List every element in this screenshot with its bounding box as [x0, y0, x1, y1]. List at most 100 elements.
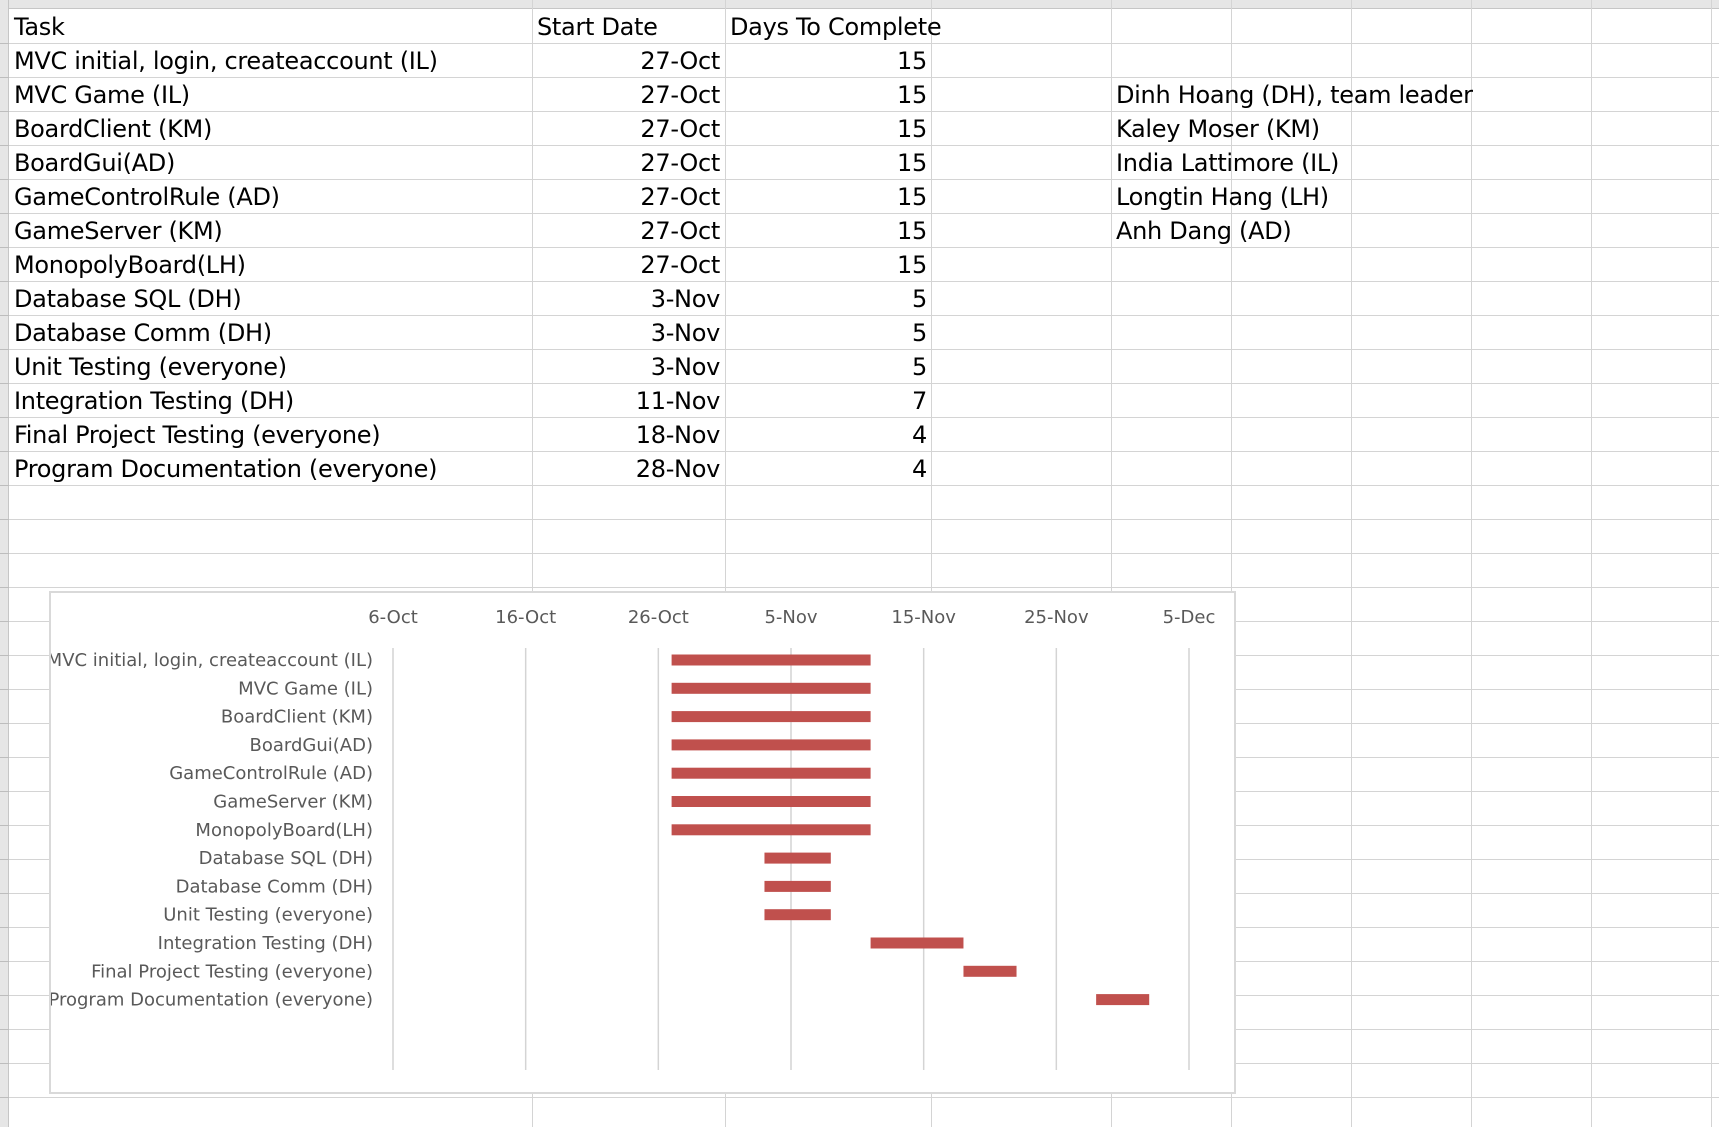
team-member-cell[interactable]: Anh Dang (AD) [1116, 217, 1292, 245]
header-task[interactable]: Task [14, 13, 65, 41]
start-date-cell[interactable]: 27-Oct [640, 115, 720, 143]
column-gridline [1111, 0, 1112, 1127]
row-header-tick [0, 995, 9, 996]
days-cell[interactable]: 5 [912, 285, 927, 313]
team-member-cell[interactable]: India Lattimore (IL) [1116, 149, 1340, 177]
task-cell[interactable]: BoardGui(AD) [14, 149, 176, 177]
gantt-bar[interactable] [671, 711, 871, 723]
task-cell[interactable]: MonopolyBoard(LH) [14, 251, 246, 279]
row-header-tick [0, 893, 9, 894]
days-cell[interactable]: 15 [897, 115, 927, 143]
start-date-cell[interactable]: 27-Oct [640, 217, 720, 245]
team-member-cell[interactable]: Dinh Hoang (DH), team leader [1116, 81, 1473, 109]
row-gridline [0, 587, 1719, 588]
task-cell[interactable]: MVC initial, login, createaccount (IL) [14, 47, 438, 75]
gantt-bar[interactable] [671, 796, 871, 807]
task-cell[interactable]: MVC Game (IL) [14, 81, 190, 109]
days-cell[interactable]: 15 [897, 183, 927, 211]
gantt-bar[interactable] [671, 824, 871, 836]
task-cell[interactable]: Program Documentation (everyone) [14, 455, 438, 483]
days-cell[interactable]: 15 [897, 251, 927, 279]
category-label: GameControlRule (AD) [169, 763, 373, 784]
gantt-bar[interactable] [1096, 994, 1150, 1006]
row-header-tick [0, 655, 9, 656]
start-date-cell[interactable]: 28-Nov [635, 455, 721, 483]
days-cell[interactable]: 4 [912, 421, 927, 449]
start-date-cell[interactable]: 18-Nov [635, 421, 721, 449]
team-member-cell[interactable]: Longtin Hang (LH) [1116, 183, 1329, 211]
start-date-cell[interactable]: 3-Nov [650, 353, 721, 381]
row-header-tick [0, 179, 9, 180]
gantt-bar[interactable] [671, 767, 871, 779]
row-header-tick [0, 961, 9, 962]
task-cell[interactable]: GameControlRule (AD) [14, 183, 280, 211]
row-gridline [0, 213, 1719, 214]
category-label: Database SQL (DH) [199, 848, 373, 869]
days-cell[interactable]: 5 [912, 353, 927, 381]
column-gridline [725, 0, 726, 1127]
start-date-cell[interactable]: 3-Nov [650, 319, 721, 347]
row-gridline [0, 315, 1719, 316]
start-date-cell[interactable]: 27-Oct [640, 149, 720, 177]
gantt-bar[interactable] [764, 852, 831, 864]
gantt-bar[interactable] [764, 909, 831, 921]
start-date-cell[interactable]: 27-Oct [640, 183, 720, 211]
task-cell[interactable]: Integration Testing (DH) [14, 387, 294, 415]
days-cell[interactable]: 15 [897, 47, 927, 75]
start-date-cell[interactable]: 27-Oct [640, 251, 720, 279]
task-cell[interactable]: BoardClient (KM) [14, 115, 213, 143]
days-cell[interactable]: 15 [897, 81, 927, 109]
gantt-bar[interactable] [764, 880, 831, 892]
category-label: Integration Testing (DH) [158, 933, 373, 954]
category-label: Final Project Testing (everyone) [91, 961, 373, 982]
gantt-bar[interactable] [963, 965, 1017, 977]
task-cell[interactable]: Unit Testing (everyone) [14, 353, 287, 381]
row-header-tick [0, 281, 9, 282]
gantt-bar[interactable] [671, 739, 871, 751]
x-tick-label: 16-Oct [495, 607, 556, 628]
gantt-bar[interactable] [870, 937, 964, 949]
row-header-tick [0, 213, 9, 214]
row-header-tick [0, 383, 9, 384]
row-gridline [0, 383, 1719, 384]
team-member-cell[interactable]: Kaley Moser (KM) [1116, 115, 1320, 143]
days-cell[interactable]: 4 [912, 455, 927, 483]
row-header-tick [0, 757, 9, 758]
header-days-to-complete[interactable]: Days To Complete [730, 13, 942, 41]
row-gridline [0, 519, 1719, 520]
column-gridline [1471, 0, 1472, 1127]
row-header-tick [0, 519, 9, 520]
column-gridline [532, 0, 533, 1127]
x-tick-label: 6-Oct [368, 607, 418, 628]
gantt-bar[interactable] [671, 654, 871, 666]
start-date-cell[interactable]: 3-Nov [650, 285, 721, 313]
gantt-chart-plot: 6-Oct 16-Oct 26-Oct 5-Nov 15-Nov 25-Nov 5-Dec M… [51, 607, 1215, 1070]
gantt-bar[interactable] [671, 682, 871, 694]
row-header-tick [0, 723, 9, 724]
start-date-cell[interactable]: 11-Nov [635, 387, 721, 415]
row-header-tick [0, 621, 9, 622]
header-start-date[interactable]: Start Date [537, 13, 658, 41]
row-header-tick [0, 247, 9, 248]
task-cell[interactable]: Final Project Testing (everyone) [14, 421, 381, 449]
row-gridline [0, 145, 1719, 146]
days-cell[interactable]: 5 [912, 319, 927, 347]
row-gridline [0, 247, 1719, 248]
start-date-cell[interactable]: 27-Oct [640, 47, 720, 75]
row-header-tick [0, 77, 9, 78]
row-header-strip[interactable] [0, 0, 9, 1127]
days-cell[interactable]: 7 [912, 387, 927, 415]
row-header-tick [0, 349, 9, 350]
task-cell[interactable]: Database Comm (DH) [14, 319, 272, 347]
row-header-tick [0, 43, 9, 44]
task-cell[interactable]: GameServer (KM) [14, 217, 223, 245]
column-header-strip[interactable] [0, 0, 1719, 9]
days-cell[interactable]: 15 [897, 217, 927, 245]
gantt-chart[interactable]: 6-Oct 16-Oct 26-Oct 5-Nov 15-Nov 25-Nov 5-Dec M… [49, 591, 1236, 1094]
row-gridline [0, 485, 1719, 486]
days-cell[interactable]: 15 [897, 149, 927, 177]
start-date-cell[interactable]: 27-Oct [640, 81, 720, 109]
row-header-tick [0, 1097, 9, 1098]
task-cell[interactable]: Database SQL (DH) [14, 285, 242, 313]
row-gridline [0, 281, 1719, 282]
